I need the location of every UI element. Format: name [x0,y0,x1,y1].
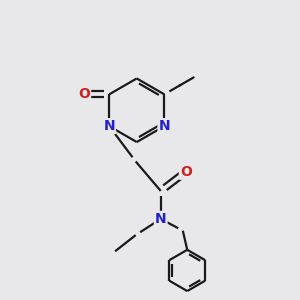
Text: N: N [155,212,167,226]
Text: O: O [78,87,90,101]
Text: O: O [180,165,192,179]
Text: N: N [103,119,115,133]
Text: N: N [158,119,170,133]
